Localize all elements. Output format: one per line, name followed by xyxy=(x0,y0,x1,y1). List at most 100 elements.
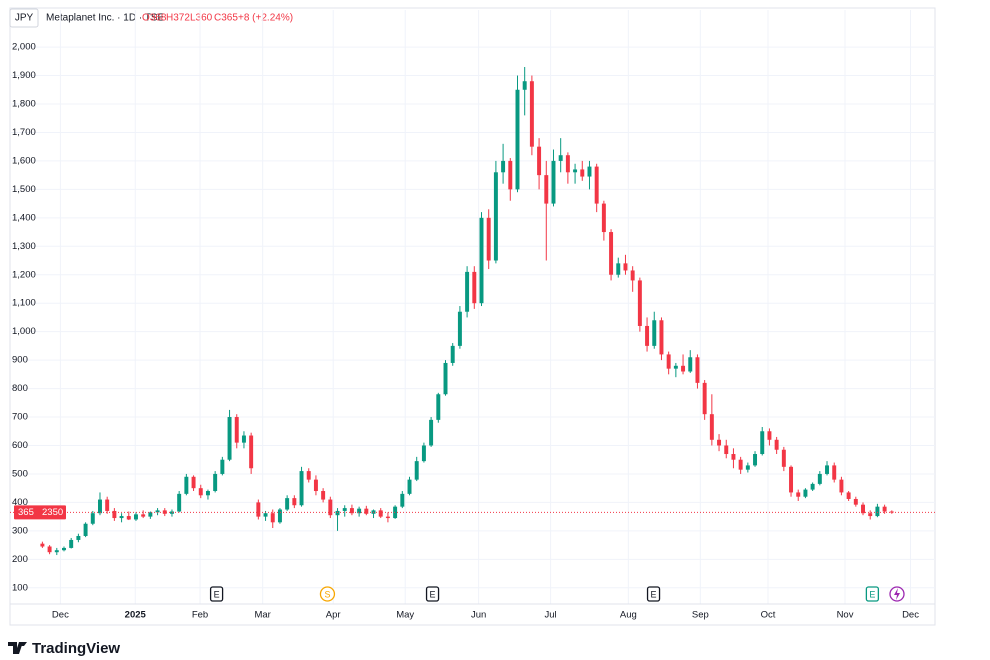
candle-body xyxy=(148,512,153,517)
candle-body xyxy=(227,417,232,460)
ohlc-low: L360 xyxy=(190,13,213,24)
candle-body xyxy=(378,510,383,517)
x-tick-label: 2025 xyxy=(125,610,147,621)
y-tick-label: 500 xyxy=(12,468,28,479)
y-tick-label: 1,600 xyxy=(12,155,36,166)
brand-logo xyxy=(8,642,27,654)
candle-body xyxy=(573,169,578,173)
candle-body xyxy=(594,166,599,204)
candle-body xyxy=(558,155,563,161)
candle-body xyxy=(515,89,520,190)
currency-box[interactable] xyxy=(9,8,39,28)
candle-body xyxy=(421,445,426,462)
y-tick-label: 200 xyxy=(12,554,28,565)
candle-body xyxy=(335,510,340,516)
event-marker[interactable] xyxy=(319,586,336,602)
candle-body xyxy=(184,476,189,494)
candle-body xyxy=(364,508,369,514)
y-tick-label: 2,000 xyxy=(12,42,36,53)
change: +8 (+2.24%) xyxy=(238,13,293,24)
candle-body xyxy=(753,454,758,466)
candle-body xyxy=(486,217,491,261)
candle-body xyxy=(177,493,182,512)
candle-body xyxy=(472,271,477,304)
candle-body xyxy=(875,506,880,517)
candle-body xyxy=(695,357,700,383)
candle-body xyxy=(443,362,448,395)
candle-body xyxy=(479,217,484,304)
candle-body xyxy=(292,498,297,506)
candle-body xyxy=(429,419,434,446)
candle-body xyxy=(263,513,268,517)
candle-body xyxy=(760,431,765,455)
candle-body xyxy=(688,357,693,372)
candle-body xyxy=(493,172,498,261)
candle-body xyxy=(825,465,830,474)
candle-body xyxy=(745,465,750,470)
candle-body xyxy=(69,539,74,548)
candle-body xyxy=(781,449,786,467)
event-label: E xyxy=(651,589,657,599)
candle-body xyxy=(436,394,441,420)
ohlc-close: C365 xyxy=(214,13,238,24)
candle-body xyxy=(601,203,606,233)
candle-body xyxy=(76,535,81,540)
y-tick-label: 1,200 xyxy=(12,269,36,280)
y-tick-label: 400 xyxy=(12,497,28,508)
candle-body xyxy=(249,435,254,469)
candle-body xyxy=(83,523,88,536)
candle-body xyxy=(342,508,347,511)
event-marker xyxy=(425,586,440,602)
candle-body xyxy=(839,479,844,493)
candle-body xyxy=(630,270,635,281)
candle-body xyxy=(666,354,671,369)
candle-body xyxy=(465,271,470,312)
candle-body xyxy=(637,280,642,326)
candle-body xyxy=(407,479,412,494)
candle-body xyxy=(702,382,707,415)
x-tick-label: Dec xyxy=(902,610,919,621)
candle-body xyxy=(501,160,506,173)
symbol: Metaplanet Inc. · 1D · TSE xyxy=(46,13,165,24)
x-tick-label: Aug xyxy=(620,610,637,621)
candle-body xyxy=(587,166,592,177)
brand: TradingView xyxy=(32,640,120,657)
candle-body xyxy=(709,414,714,440)
candle-body xyxy=(126,516,131,520)
candle-body xyxy=(846,492,851,499)
candle-body xyxy=(796,492,801,497)
candle-body xyxy=(551,160,556,204)
event-marker xyxy=(209,586,224,602)
candle-body xyxy=(616,263,621,275)
candle-body xyxy=(220,459,225,474)
candle-body xyxy=(270,513,275,523)
x-tick-label: Nov xyxy=(837,610,854,621)
candle-body xyxy=(321,491,326,500)
x-tick-label: Oct xyxy=(761,610,776,621)
candle-body xyxy=(90,513,95,524)
candle-body xyxy=(508,160,513,190)
x-tick-label: Apr xyxy=(326,610,341,621)
candle-body xyxy=(544,175,549,204)
ohlc-open: O368 xyxy=(142,13,167,24)
candle-body xyxy=(357,508,362,514)
y-tick-label: 1,900 xyxy=(12,70,36,81)
y-tick-label: 800 xyxy=(12,383,28,394)
candles xyxy=(40,66,894,556)
candle-body xyxy=(774,439,779,450)
candle-body xyxy=(731,454,736,460)
candle-body xyxy=(817,473,822,484)
y-tick-label: 700 xyxy=(12,412,28,423)
candle-body xyxy=(234,417,239,443)
y-tick-label: 900 xyxy=(12,355,28,366)
candle-body xyxy=(40,543,45,547)
candle-body xyxy=(393,506,398,519)
candle-body xyxy=(580,169,585,177)
dividend-icon-bolt xyxy=(894,588,900,600)
currency: JPY xyxy=(15,13,34,24)
candle-body xyxy=(285,498,290,510)
candle-body xyxy=(98,499,102,514)
countdown: 2350 xyxy=(42,507,63,518)
x-tick-label: May xyxy=(396,610,414,621)
